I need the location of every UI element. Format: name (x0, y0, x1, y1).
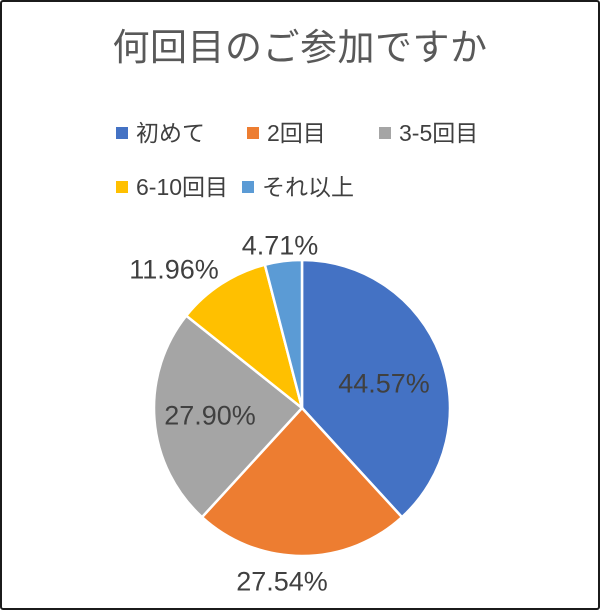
pie-slice-5 (263, 258, 304, 409)
chart-title: 何回目のご参加ですか (112, 27, 488, 68)
pie-slice-3 (152, 313, 304, 519)
pie-slice-2 (200, 406, 404, 558)
pie-slice-1 (300, 258, 452, 519)
